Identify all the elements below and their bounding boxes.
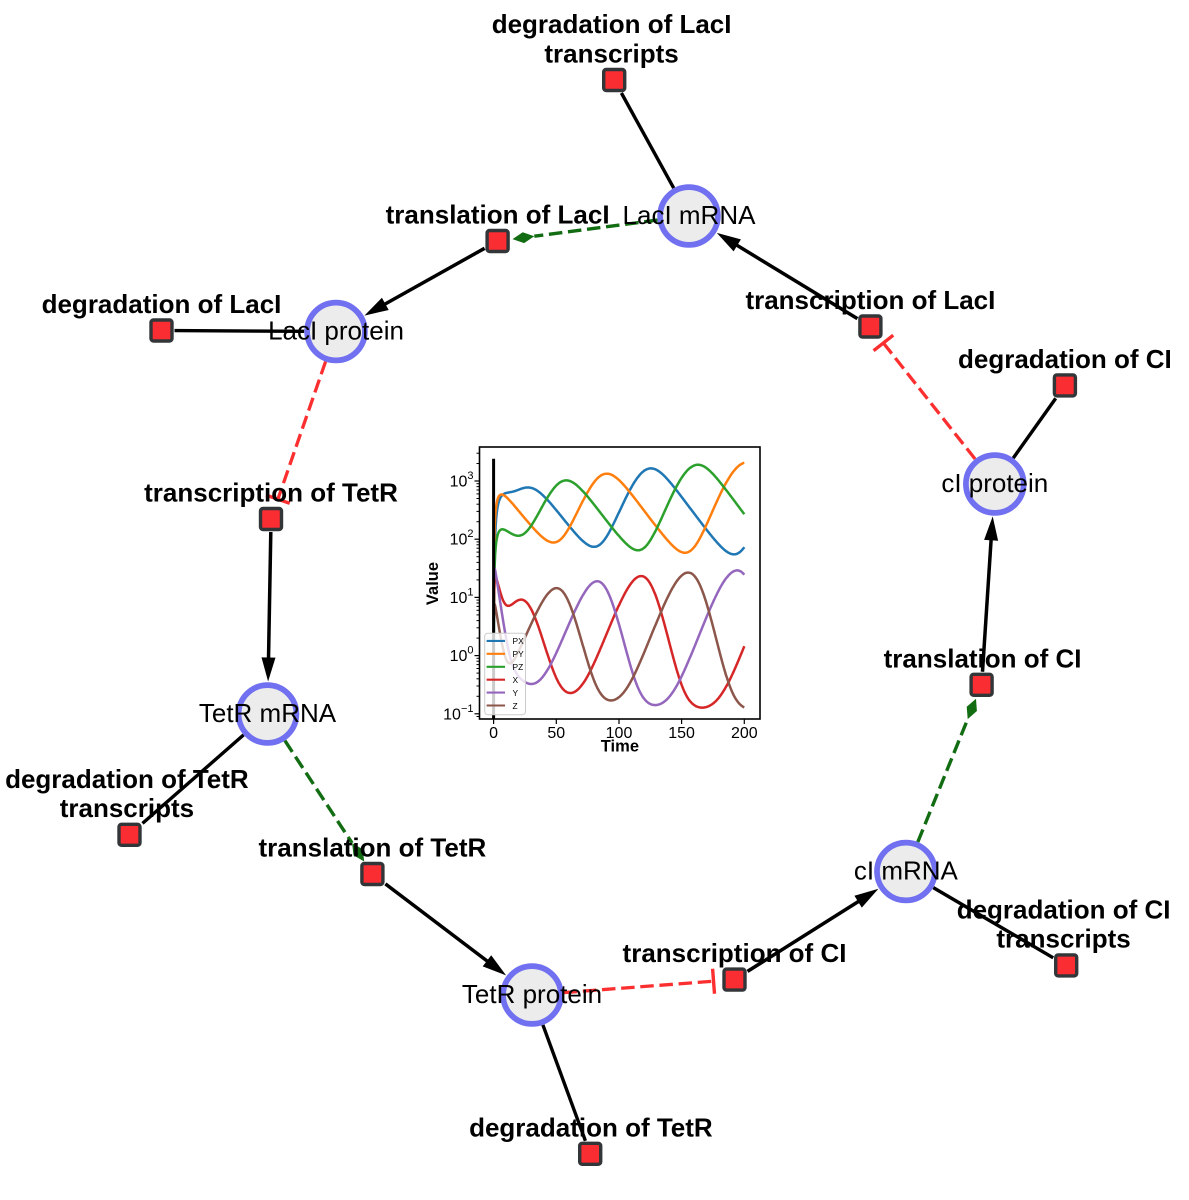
svg-text:Z: Z [513, 701, 518, 711]
svg-text:degradation of TetR: degradation of TetR [5, 764, 249, 794]
svg-text:X: X [513, 675, 519, 685]
svg-text:cI protein: cI protein [941, 468, 1048, 498]
svg-text:PY: PY [513, 649, 525, 659]
svg-text:50: 50 [547, 725, 565, 742]
svg-text:Value: Value [424, 562, 442, 605]
svg-text:PX: PX [513, 636, 525, 646]
svg-text:degradation of TetR: degradation of TetR [469, 1112, 713, 1142]
svg-text:Y: Y [513, 688, 519, 698]
svg-text:translation of LacI: translation of LacI [386, 200, 610, 230]
svg-text:Time: Time [601, 738, 639, 756]
svg-text:transcripts: transcripts [996, 924, 1130, 954]
svg-text:transcription of LacI: transcription of LacI [745, 285, 995, 315]
svg-text:150: 150 [668, 725, 695, 742]
svg-text:transcription of TetR: transcription of TetR [144, 478, 398, 508]
svg-text:TetR protein: TetR protein [462, 979, 602, 1009]
svg-text:transcripts: transcripts [60, 793, 194, 823]
svg-text:translation of CI: translation of CI [884, 643, 1082, 673]
svg-text:TetR mRNA: TetR mRNA [199, 698, 337, 728]
svg-text:100: 100 [606, 725, 633, 742]
svg-text:PZ: PZ [513, 662, 524, 672]
svg-text:LacI protein: LacI protein [268, 316, 404, 346]
svg-text:transcription of CI: transcription of CI [623, 938, 847, 968]
svg-text:translation of TetR: translation of TetR [259, 833, 487, 863]
svg-text:degradation of CI: degradation of CI [957, 895, 1171, 925]
svg-text:transcripts: transcripts [544, 38, 678, 68]
svg-text:degradation of CI: degradation of CI [958, 344, 1172, 374]
svg-text:cI mRNA: cI mRNA [854, 856, 959, 886]
svg-text:degradation of LacI: degradation of LacI [42, 289, 282, 319]
svg-text:degradation of LacI: degradation of LacI [492, 9, 732, 39]
svg-text:0: 0 [489, 725, 498, 742]
svg-text:200: 200 [731, 725, 758, 742]
svg-text:LacI mRNA: LacI mRNA [623, 200, 757, 230]
